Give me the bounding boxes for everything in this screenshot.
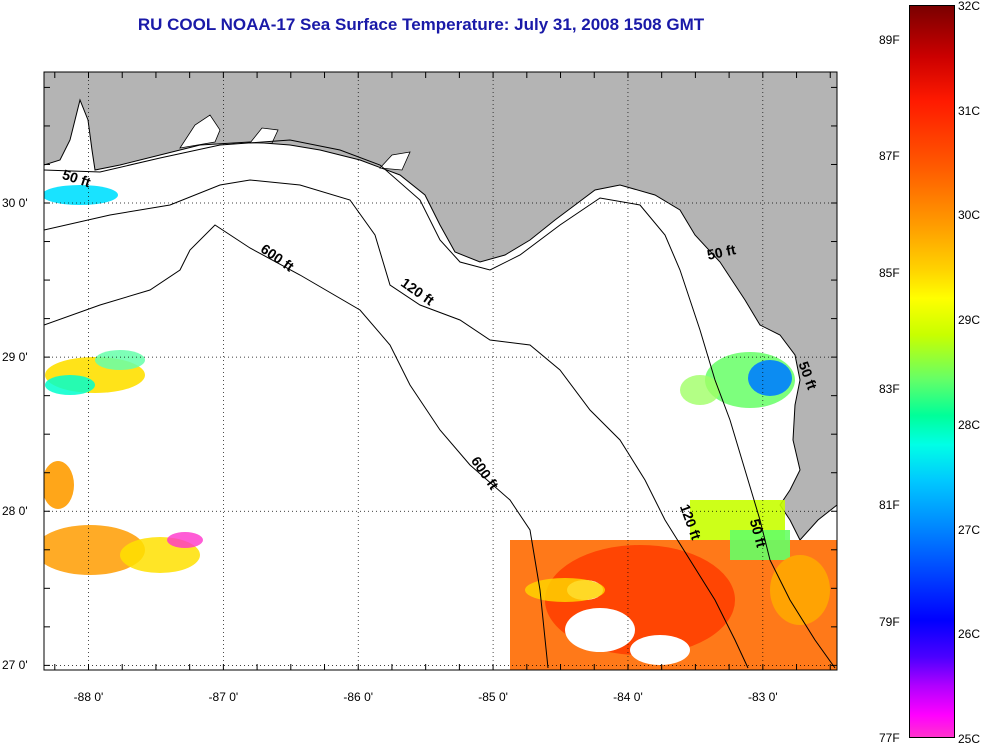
colorbar-celsius-label: 25C [958,732,981,746]
colorbar-fahrenheit-label: 87F [879,149,900,164]
latitude-label: 28 0' [2,504,28,519]
colorbar-celsius-label: 27C [958,522,981,537]
colorbar-celsius-label: 26C [958,627,981,642]
longitude-label: -84 0' [613,690,643,704]
longitude-label: -86 0' [343,690,374,704]
latitude-label: 30 0' [2,196,28,210]
longitude-label: -85 0' [478,690,508,704]
contour-120ft [44,179,749,669]
land-mass [44,72,837,541]
colorbar-fahrenheit-label: 85F [879,265,900,280]
colorbar-fahrenheit-label: 89F [879,32,900,47]
longitude-label: -87 0' [208,690,239,704]
contour-600ft [44,224,549,669]
colorbar-fahrenheit-label: 77F [879,731,900,745]
colorbar-celsius-label: 29C [958,313,981,328]
longitude-label: -88 0' [73,690,104,704]
contour-label: 50 ft [747,517,770,549]
sst-data-patches [44,185,837,670]
colorbar-celsius-label: 30C [958,208,981,223]
bay-inlets [179,114,411,171]
colorbar-celsius-label: 28C [958,417,981,432]
contour-label: 50 ft [706,241,738,263]
latitude-label: 29 0' [2,350,28,365]
contour-50ft [44,139,836,669]
colorbar-fahrenheit-label: 83F [879,381,900,396]
axis-ticks [44,72,837,670]
latitude-label: 27 0' [2,658,28,673]
map-frame [43,71,838,671]
temperature-colorbar [909,5,955,738]
graticule [44,72,837,670]
colorbar-fahrenheit-label: 81F [879,498,900,513]
colorbar-fahrenheit-label: 79F [879,614,900,629]
longitude-label: -83 0' [747,690,778,704]
map-title: RU COOL NOAA-17 Sea Surface Temperature:… [137,15,705,34]
colorbar-celsius-label: 31C [958,103,981,118]
colorbar-celsius-label: 32C [958,0,981,13]
